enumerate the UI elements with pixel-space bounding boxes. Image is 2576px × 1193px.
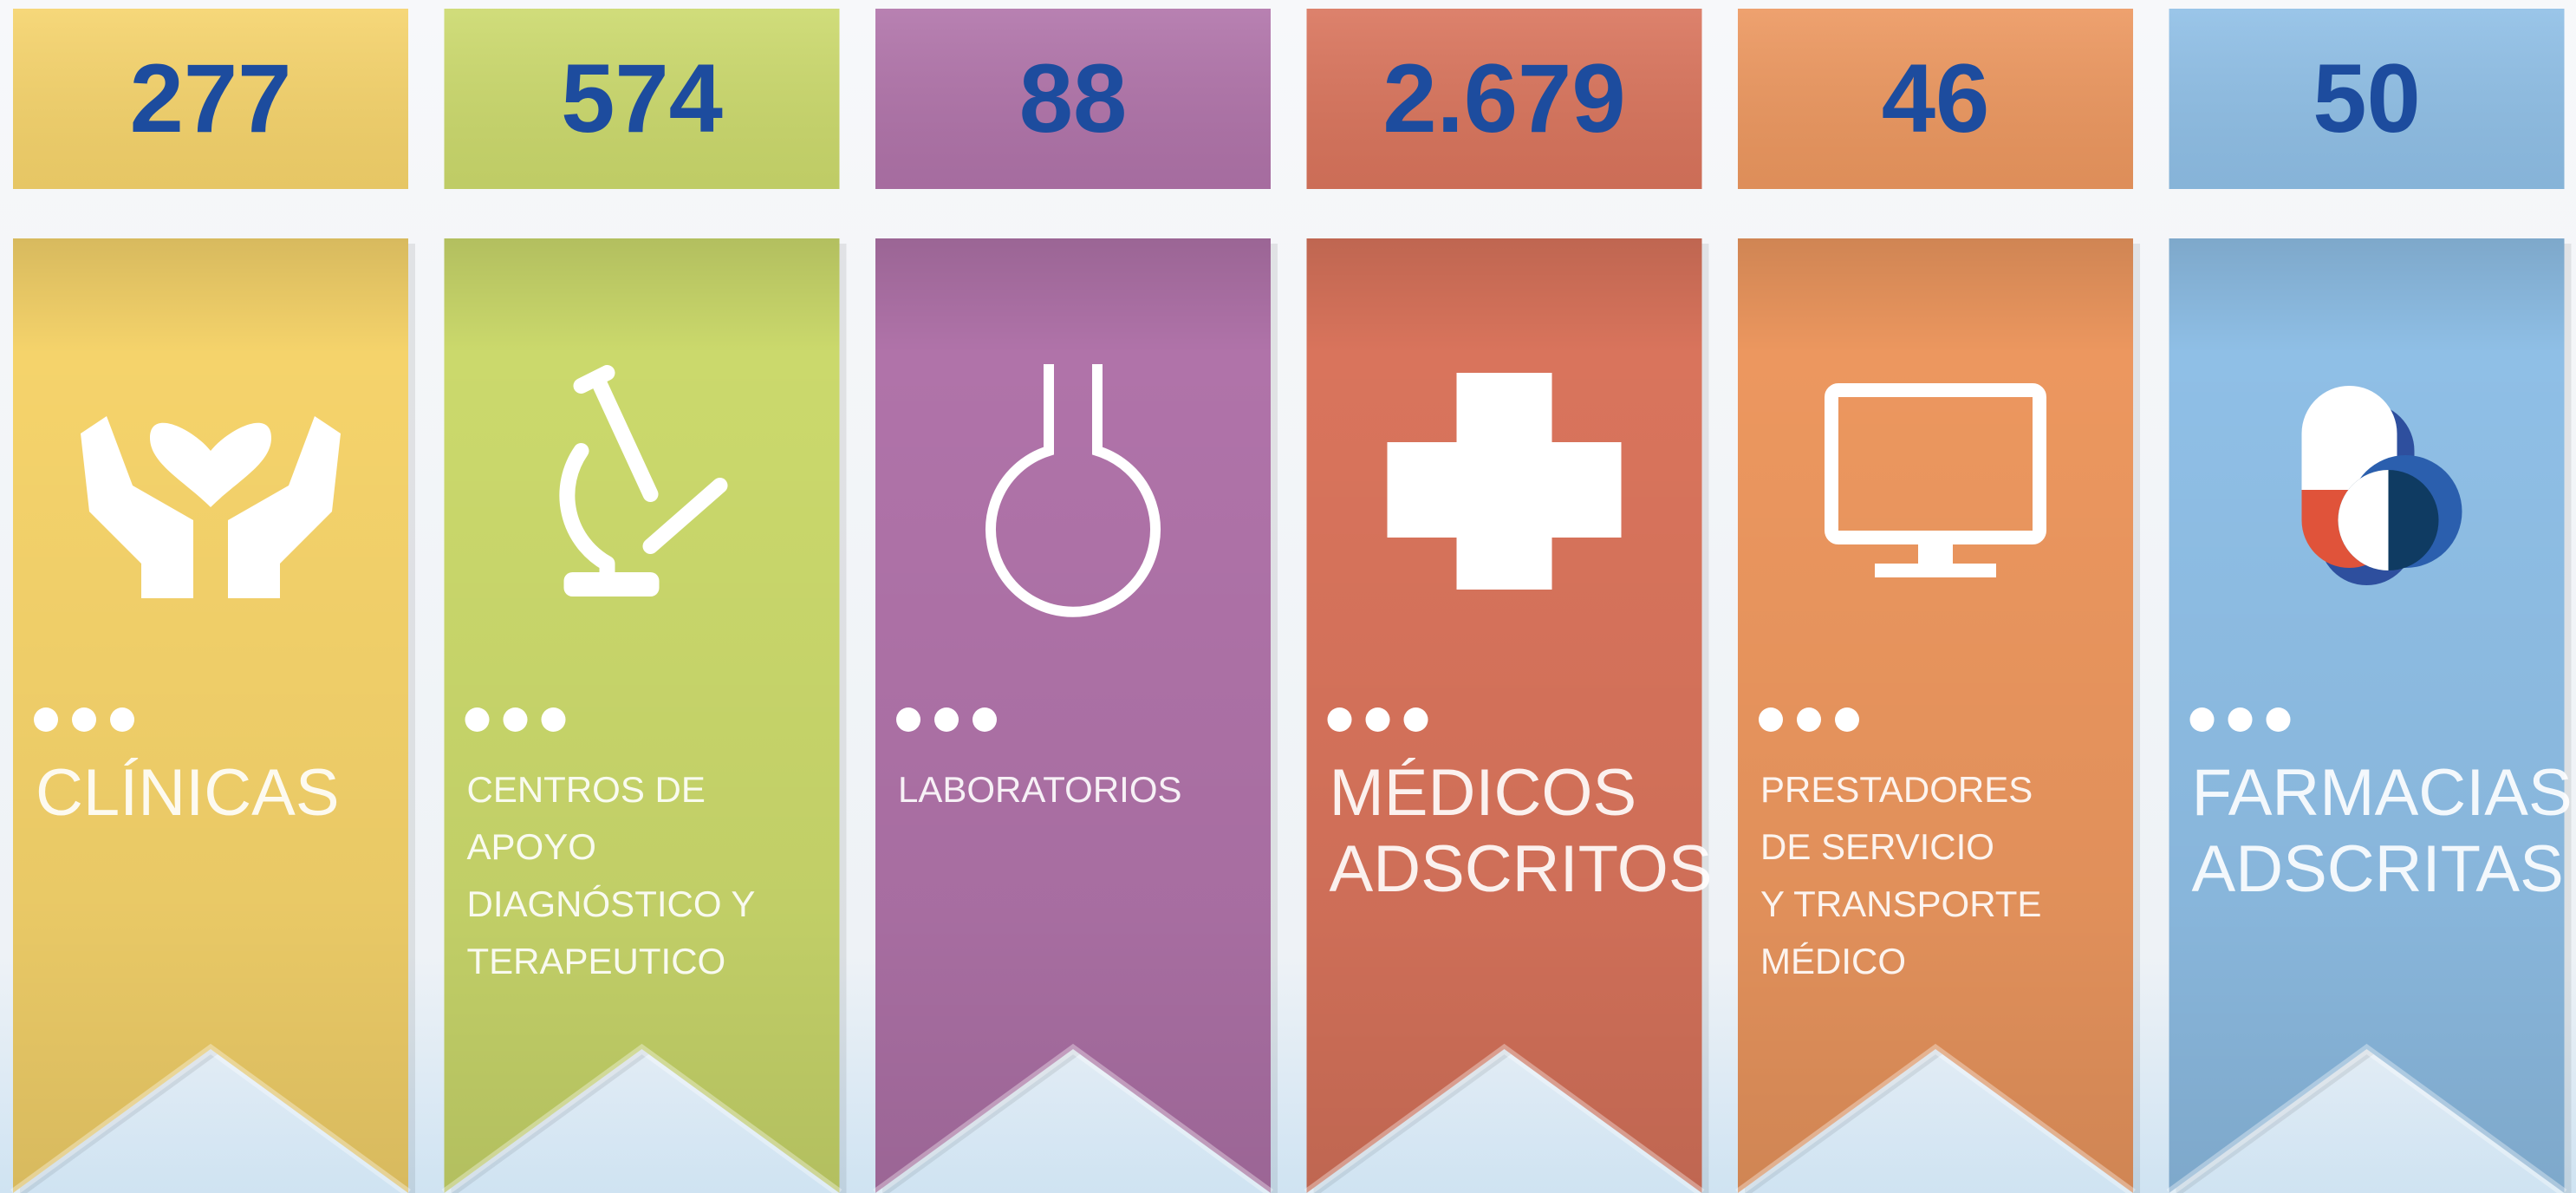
dot	[2266, 707, 2291, 732]
column: 46 PRESTADORES DE SERVICIO Y TRANSPORTE MÉDI…	[1735, 9, 2140, 1193]
count: 46	[1882, 44, 1990, 153]
ribbon-fold	[2166, 1043, 2567, 1193]
icon	[81, 416, 341, 598]
category-label: MÉDICO	[1760, 941, 1906, 981]
icon-hand	[81, 416, 193, 598]
count: 574	[561, 44, 723, 153]
dot	[934, 707, 959, 732]
category-label: ADSCRITOS	[1330, 832, 1713, 906]
ribbon-fold	[10, 1043, 411, 1193]
icon-flask	[986, 364, 1161, 617]
column: 277 CLÍNICAS	[10, 9, 415, 1193]
category-label: CENTROS DE	[467, 769, 706, 810]
dot	[34, 707, 58, 732]
count: 277	[130, 44, 292, 153]
category-label: TERAPEUTICO	[467, 941, 726, 981]
count: 50	[2313, 44, 2421, 153]
icon	[986, 364, 1161, 617]
count: 88	[1019, 44, 1128, 153]
category-label: DIAGNÓSTICO Y	[467, 883, 756, 924]
ribbon-fold	[1304, 1043, 1705, 1193]
dot	[72, 707, 96, 732]
category-label: ADSCRITAS	[2192, 832, 2564, 906]
column: 88 LABORATORIOS	[873, 9, 1278, 1193]
ribbon-shade	[875, 238, 1271, 1193]
dot	[1327, 707, 1352, 732]
number-box-shade	[2169, 9, 2565, 189]
icon	[1387, 373, 1622, 590]
category-label: DE SERVICIO	[1760, 826, 1994, 867]
icon-cross	[1387, 373, 1622, 590]
number-box-shade	[444, 9, 840, 189]
ribbon-fold	[873, 1043, 1273, 1193]
ribbon-shade	[2169, 238, 2565, 1193]
icon	[1825, 383, 2046, 577]
number-box-shade	[1738, 9, 2133, 189]
ribbon-fold	[1735, 1043, 2136, 1193]
dot	[465, 707, 490, 732]
icon-tablet-half	[2338, 470, 2389, 570]
icon-microscope	[559, 365, 728, 584]
dot	[1759, 707, 1783, 732]
icon-capsule-top	[2301, 386, 2397, 490]
dot	[896, 707, 920, 732]
dot	[2189, 707, 2215, 732]
category-label: FARMACIAS	[2192, 756, 2573, 830]
category-label: APOYO	[467, 826, 596, 867]
dot	[1797, 707, 1821, 732]
dot	[1835, 707, 1859, 732]
icon-monitor-foot	[1875, 564, 1996, 577]
icon-microscope-base	[563, 572, 660, 596]
category-label: PRESTADORES	[1760, 769, 2033, 810]
count: 2.679	[1382, 44, 1625, 153]
dot	[973, 707, 997, 732]
dot	[110, 707, 134, 732]
icon-monitor-stand	[1918, 538, 1953, 564]
dot	[541, 707, 566, 732]
dot	[503, 707, 528, 732]
category-label: MÉDICOS	[1330, 756, 1637, 830]
number-box-shade	[875, 9, 1271, 189]
icon-heart	[150, 422, 271, 507]
ribbon-shade	[444, 238, 840, 1193]
icon	[2301, 386, 2462, 585]
column: 574 CENTROS DE APOYO DIAGNÓSTICO Y TERAPEUTI…	[441, 9, 847, 1193]
dot	[1365, 707, 1390, 732]
category-label: LABORATORIOS	[898, 769, 1182, 810]
number-box-shade	[1306, 9, 1702, 189]
category-label: Y TRANSPORTE	[1760, 883, 2041, 924]
category-label: CLÍNICAS	[36, 756, 340, 830]
number-box-shade	[13, 9, 408, 189]
dot	[1403, 707, 1428, 732]
icon-hand	[228, 416, 341, 598]
ribbon-fold	[441, 1043, 842, 1193]
icon	[559, 365, 728, 596]
dot	[2228, 707, 2253, 732]
